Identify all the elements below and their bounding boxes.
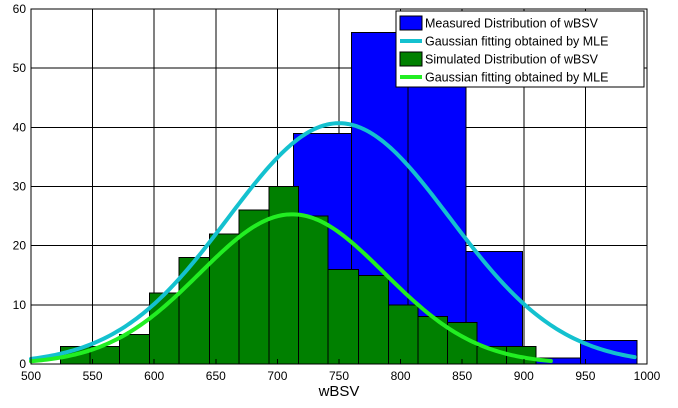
legend-entry-simulated-fit: Gaussian fitting obtained by MLE <box>425 71 608 85</box>
x-tick-label: 600 <box>144 369 164 383</box>
simulated-bar <box>387 304 419 365</box>
y-tick-label: 60 <box>13 2 27 16</box>
legend-entry-measured-fit: Gaussian fitting obtained by MLE <box>425 35 608 49</box>
simulated-gaussian-fit-line <box>29 212 553 364</box>
legend: Measured Distribution of wBSV Gaussian fi… <box>395 10 645 88</box>
simulated-bar <box>238 209 270 365</box>
legend-box <box>395 10 645 88</box>
fit-lines <box>29 121 637 364</box>
y-tick-label: 0 <box>19 357 26 371</box>
x-tick-label: 950 <box>575 369 595 383</box>
simulated-bar <box>297 215 329 365</box>
x-tick-label: 850 <box>452 369 472 383</box>
x-tick-label: 550 <box>83 369 103 383</box>
legend-swatch <box>399 15 423 31</box>
x-tick-label: 500 <box>21 369 41 383</box>
y-tick-label: 40 <box>13 120 27 134</box>
simulated-bar <box>327 268 360 365</box>
axis-ticks: 500 550 600 650 700 750 800 850 900 950 1000 0 10 20 3… <box>13 2 661 383</box>
x-tick-label: 1000 <box>634 369 661 383</box>
x-tick-label: 900 <box>514 369 534 383</box>
x-tick-label: 700 <box>267 369 287 383</box>
y-tick-label: 30 <box>13 180 27 194</box>
legend-entry-simulated: Simulated Distribution of wBSV <box>425 53 599 67</box>
simulated-bar <box>209 233 240 365</box>
y-tick-label: 50 <box>13 61 27 75</box>
x-tick-label: 750 <box>329 369 349 383</box>
measured-gaussian-fit-line <box>29 121 637 361</box>
legend-entry-measured: Measured Distribution of wBSV <box>425 17 599 31</box>
x-axis-label: wBSV <box>318 383 360 400</box>
simulated-bar <box>358 274 389 365</box>
y-tick-label: 10 <box>13 298 27 312</box>
y-tick-label: 20 <box>13 239 27 253</box>
x-tick-label: 650 <box>206 369 226 383</box>
x-tick-label: 800 <box>391 369 411 383</box>
legend-swatch <box>399 51 423 67</box>
simulated-bar <box>119 333 150 365</box>
